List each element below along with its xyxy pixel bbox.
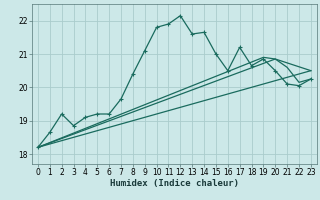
X-axis label: Humidex (Indice chaleur): Humidex (Indice chaleur) <box>110 179 239 188</box>
